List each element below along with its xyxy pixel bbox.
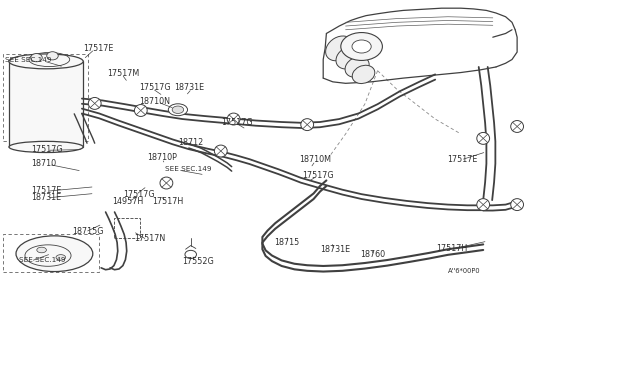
Text: 18731E: 18731E (31, 193, 61, 202)
Text: 17552G: 17552G (182, 257, 214, 266)
Ellipse shape (511, 121, 524, 132)
Text: 18712: 18712 (178, 138, 203, 147)
Text: 17517G: 17517G (31, 145, 62, 154)
Ellipse shape (172, 106, 184, 113)
Text: 18731E: 18731E (320, 245, 350, 254)
Ellipse shape (31, 54, 42, 62)
Text: 18710P: 18710P (147, 153, 177, 162)
Text: SEE SEC.149: SEE SEC.149 (165, 166, 212, 172)
Text: 18710: 18710 (31, 159, 56, 168)
Ellipse shape (227, 113, 240, 125)
Text: 18710M: 18710M (300, 155, 332, 164)
Ellipse shape (9, 141, 83, 153)
Ellipse shape (352, 65, 375, 84)
Text: 18710N: 18710N (140, 97, 170, 106)
Text: 17517N: 17517N (134, 234, 166, 243)
Text: 17517G: 17517G (221, 118, 252, 126)
Text: A''6*00P0: A''6*00P0 (448, 268, 481, 274)
Text: 17517E: 17517E (83, 44, 113, 53)
Ellipse shape (56, 254, 65, 260)
Ellipse shape (477, 199, 490, 211)
Text: 18715G: 18715G (72, 227, 104, 236)
Ellipse shape (352, 40, 371, 53)
Ellipse shape (511, 199, 524, 211)
Text: SEE SEC.149: SEE SEC.149 (5, 57, 52, 63)
Ellipse shape (214, 145, 227, 157)
Ellipse shape (477, 132, 490, 144)
Ellipse shape (185, 250, 196, 259)
Ellipse shape (134, 105, 147, 116)
Ellipse shape (326, 36, 353, 61)
Ellipse shape (340, 33, 383, 61)
Text: 17517H: 17517H (152, 197, 184, 206)
Text: 18731E: 18731E (174, 83, 204, 92)
Ellipse shape (37, 247, 46, 253)
Text: 17517G: 17517G (302, 171, 333, 180)
Ellipse shape (16, 236, 93, 272)
Ellipse shape (88, 97, 101, 109)
Ellipse shape (160, 177, 173, 189)
Ellipse shape (301, 119, 314, 131)
Text: 17517E: 17517E (31, 186, 61, 195)
Ellipse shape (9, 54, 83, 69)
Text: 17517H: 17517H (436, 244, 468, 253)
Text: 17517G: 17517G (123, 190, 154, 199)
Text: 18715: 18715 (274, 238, 299, 247)
Bar (114, 218, 140, 238)
Ellipse shape (345, 57, 369, 77)
Text: 17517G: 17517G (140, 83, 171, 92)
Ellipse shape (47, 52, 58, 60)
Text: SEE SEC.149: SEE SEC.149 (19, 257, 66, 263)
Text: 17517M: 17517M (108, 69, 140, 78)
Ellipse shape (168, 104, 188, 116)
Ellipse shape (336, 46, 362, 69)
Text: 18760: 18760 (360, 250, 385, 259)
Text: 17517E: 17517E (447, 155, 477, 164)
Text: 14957H: 14957H (112, 197, 143, 206)
Bar (9, 61, 83, 147)
